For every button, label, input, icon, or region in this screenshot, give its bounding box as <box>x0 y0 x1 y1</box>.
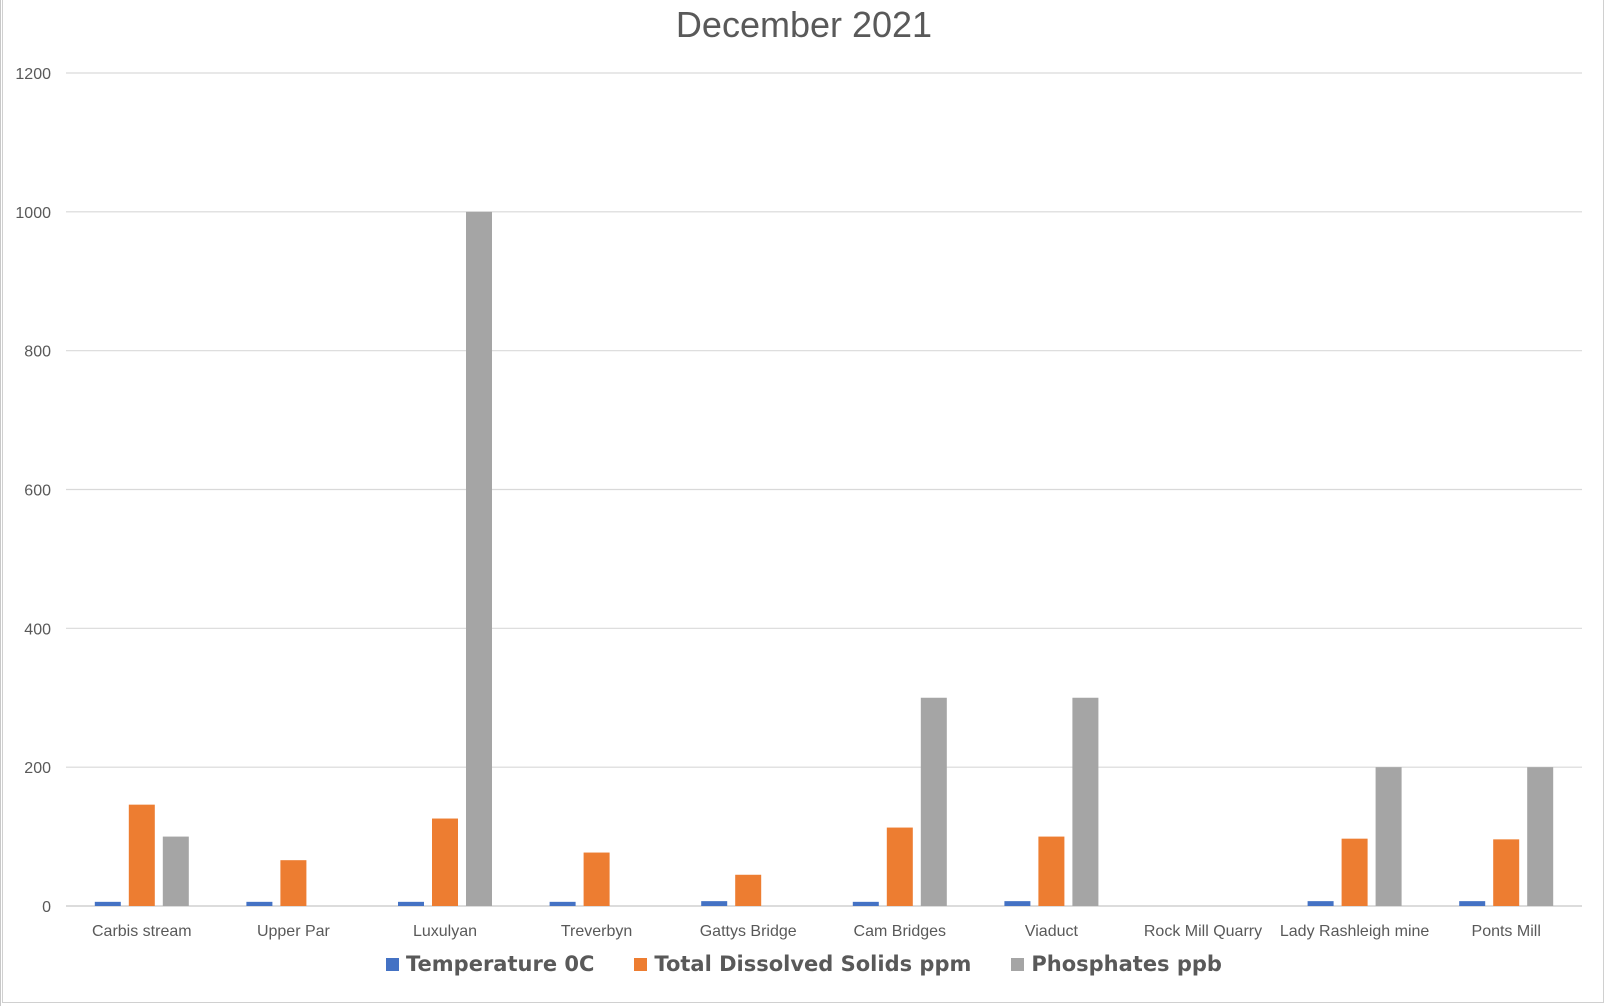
x-axis-ticks: Carbis stream Upper Par Luxulyan Treverbyn G… <box>92 923 1541 940</box>
bar-phosphates-ppb-cam-bridges <box>920 697 947 906</box>
bar-temperature-0c-luxulyan <box>398 901 424 906</box>
legend-label: Temperature 0C <box>406 952 595 976</box>
bar-total-dissolved-solids-ppm-viaduct <box>1038 836 1065 906</box>
legend-item: Total Dissolved Solids ppm <box>634 952 971 976</box>
legend: Temperature 0C Total Dissolved Solids ppm… <box>0 952 1608 976</box>
bar-temperature-0c-lady-rashleigh-mine <box>1307 901 1334 906</box>
bar-total-dissolved-solids-ppm-lady-rashleigh-mine <box>1341 838 1368 906</box>
bar-total-dissolved-solids-ppm-luxulyan <box>432 818 458 906</box>
bar-total-dissolved-solids-ppm-treverbyn <box>583 852 610 906</box>
bar-phosphates-ppb-ponts-mill <box>1527 767 1554 906</box>
y-tick-label: 400 <box>24 621 51 638</box>
legend-item: Temperature 0C <box>386 952 594 976</box>
y-tick-label: 1000 <box>15 205 51 222</box>
legend-swatch <box>1011 957 1025 971</box>
x-tick-label: Ponts Mill <box>1472 923 1541 940</box>
x-tick-label: Gattys Bridge <box>700 923 797 940</box>
y-tick-label: 0 <box>42 899 51 916</box>
bar-temperature-0c-upper-par <box>246 901 273 906</box>
legend-label: Total Dissolved Solids ppm <box>654 952 972 976</box>
x-tick-label: Viaduct <box>1025 923 1079 940</box>
bar-total-dissolved-solids-ppm-cam-bridges <box>886 827 913 906</box>
bars <box>94 211 1554 907</box>
legend-swatch <box>634 957 648 971</box>
x-tick-label: Lady Rashleigh mine <box>1280 923 1430 940</box>
bar-total-dissolved-solids-ppm-ponts-mill <box>1493 839 1520 906</box>
gridlines <box>66 72 1582 907</box>
y-tick-label: 600 <box>24 483 51 500</box>
bar-temperature-0c-gattys-bridge <box>701 901 728 906</box>
legend-label: Phosphates ppb <box>1031 952 1222 976</box>
legend-item: Phosphates ppb <box>1011 952 1222 976</box>
y-tick-label: 800 <box>24 344 51 361</box>
x-tick-label: Upper Par <box>257 923 331 940</box>
bar-phosphates-ppb-lady-rashleigh-mine <box>1375 767 1402 906</box>
legend-swatch <box>386 957 400 971</box>
x-tick-label: Treverbyn <box>561 923 632 940</box>
bar-phosphates-ppb-carbis-stream <box>162 836 189 906</box>
bar-temperature-0c-treverbyn <box>549 901 576 906</box>
x-tick-label: Carbis stream <box>92 923 192 940</box>
y-tick-label: 200 <box>24 760 51 777</box>
bar-temperature-0c-cam-bridges <box>852 901 879 906</box>
y-tick-label: 1200 <box>15 66 51 83</box>
y-axis-ticks: 0 200 400 600 800 1000 1200 <box>15 66 51 916</box>
chart-title: December 2021 <box>675 4 933 45</box>
bar-temperature-0c-viaduct <box>1004 901 1031 906</box>
x-tick-label: Luxulyan <box>413 923 477 940</box>
bar-total-dissolved-solids-ppm-gattys-bridge <box>735 874 762 906</box>
x-tick-label: Rock Mill Quarry <box>1144 923 1262 940</box>
bar-total-dissolved-solids-ppm-upper-par <box>280 860 307 906</box>
bar-phosphates-ppb-viaduct <box>1072 697 1099 906</box>
bar-phosphates-ppb-luxulyan <box>466 211 492 907</box>
bar-total-dissolved-solids-ppm-carbis-stream <box>128 804 155 906</box>
bar-temperature-0c-carbis-stream <box>94 901 121 906</box>
bar-temperature-0c-ponts-mill <box>1459 901 1486 906</box>
x-tick-label: Cam Bridges <box>854 923 946 940</box>
